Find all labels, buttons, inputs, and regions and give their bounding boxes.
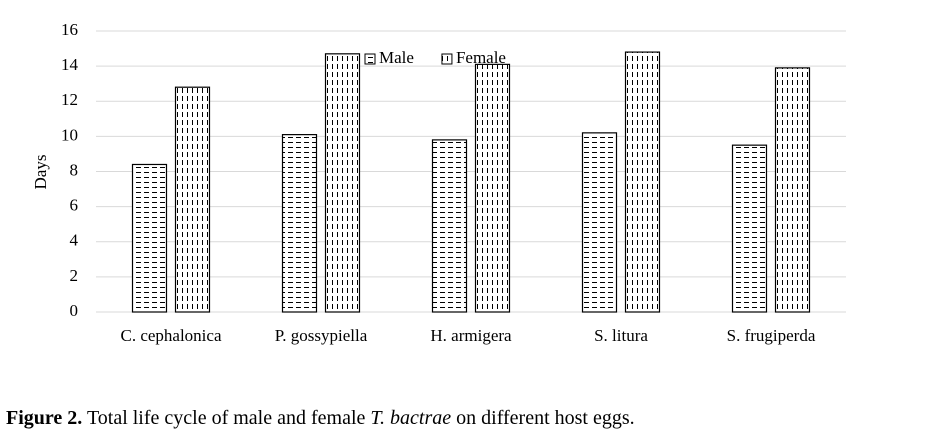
y-tick-label: 10	[61, 125, 78, 144]
y-tick-label: 12	[61, 90, 78, 109]
bar	[131, 163, 168, 313]
caption-species: T. bactrae	[370, 407, 451, 429]
y-tick-label: 16	[61, 20, 78, 39]
caption-text: on different host eggs.	[456, 407, 635, 429]
legend-label: Male	[379, 48, 414, 67]
y-tick-label: 6	[70, 196, 79, 215]
bar	[281, 134, 318, 313]
y-tick-label: 2	[70, 266, 79, 285]
y-axis-label: Days	[31, 155, 50, 190]
x-tick-label: S. litura	[594, 326, 648, 345]
y-tick-label: 8	[70, 160, 79, 179]
legend-label: Female	[456, 48, 506, 67]
bar	[324, 53, 361, 313]
x-tick-label: S. frugiperda	[727, 326, 816, 345]
caption-label: Figure 2.	[6, 407, 82, 429]
bar	[474, 63, 511, 313]
caption-text: Total life cycle of male and female	[87, 407, 366, 429]
y-tick-label: 0	[70, 301, 79, 320]
y-tick-label: 4	[70, 231, 79, 250]
x-tick-label: H. armigera	[430, 326, 512, 345]
x-tick-label: C. cephalonica	[120, 326, 221, 345]
x-tick-label: P. gossypiella	[275, 326, 368, 345]
bar	[624, 51, 661, 313]
y-tick-label: 14	[61, 55, 79, 74]
bar	[431, 139, 468, 313]
bar	[581, 132, 618, 313]
legend-swatch	[364, 53, 376, 65]
caption: Figure 2. Total life cycle of male and f…	[6, 407, 635, 429]
bar	[731, 144, 768, 313]
bar	[174, 86, 211, 313]
bar	[774, 67, 811, 313]
legend-swatch	[441, 53, 453, 65]
